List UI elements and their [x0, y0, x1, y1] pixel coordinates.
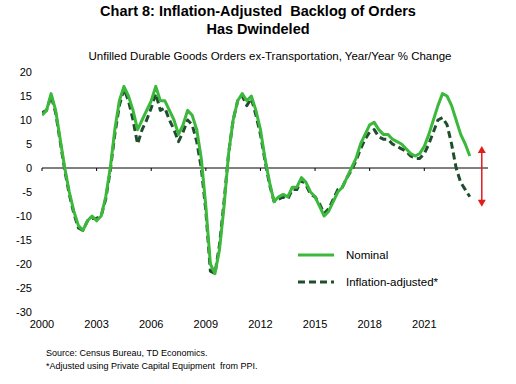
y-tick	[38, 144, 41, 145]
subtitle: Unfilled Durable Goods Orders ex-Transpo…	[89, 50, 452, 62]
y-tick-label: 10	[20, 114, 32, 126]
chart-container: Chart 8: Inflation-Adjusted Backlog of O…	[0, 0, 516, 384]
y-tick-label: -15	[16, 234, 32, 246]
y-tick	[38, 72, 41, 73]
x-tick-label: 2018	[357, 318, 381, 330]
y-tick	[38, 216, 41, 217]
legend-label: Nominal	[346, 249, 388, 261]
legend: Nominal Inflation-adjusted*	[298, 249, 439, 288]
y-tick-label: -10	[16, 210, 32, 222]
x-tick-label: 2000	[30, 318, 54, 330]
y-tick	[38, 240, 41, 241]
arrow-head	[478, 200, 486, 207]
y-tick	[38, 264, 41, 265]
series-group	[42, 86, 470, 273]
y-tick-label: -5	[22, 186, 32, 198]
y-tick-label: 0	[26, 162, 32, 174]
series-line	[42, 86, 470, 273]
source: Source: Census Bureau, TD Economics.	[46, 348, 207, 358]
arrow-shaft	[481, 151, 483, 202]
y-tick-label: 15	[20, 90, 32, 102]
x-tick-label: 2003	[84, 318, 108, 330]
y-tick-label: -20	[16, 258, 32, 270]
y-tick	[38, 168, 41, 169]
chart-svg: Chart 8: Inflation-Adjusted Backlog of O…	[0, 0, 516, 384]
y-tick	[38, 288, 41, 289]
legend-swatch	[298, 254, 334, 257]
title: Chart 8: Inflation-Adjusted Backlog of O…	[100, 3, 416, 19]
legend-label: Inflation-adjusted*	[346, 276, 439, 288]
arrow-head	[478, 146, 486, 153]
legend-swatch	[298, 281, 334, 284]
y-tick-label: 5	[26, 138, 32, 150]
y-tick	[38, 120, 41, 121]
x-tick-label: 2009	[194, 318, 218, 330]
x-tick-label: 2021	[412, 318, 436, 330]
y-tick	[38, 192, 41, 193]
x-tick-label: 2012	[248, 318, 272, 330]
gap-arrow	[478, 146, 486, 207]
y-tick-label: 20	[20, 66, 32, 78]
title: Has Dwindeled	[206, 21, 309, 37]
footnote: *Adjusted using Private Capital Equipmen…	[46, 361, 258, 371]
y-tick-label: -30	[16, 306, 32, 318]
y-tick	[38, 96, 41, 97]
y-tick-label: -25	[16, 282, 32, 294]
axes: -30 -25 -20 -15 -10 -5 0 5 10 15 20 2000 2003 2006 200…	[16, 66, 488, 330]
x-tick-label: 2006	[139, 318, 163, 330]
x-tick-label: 2015	[303, 318, 327, 330]
y-tick	[38, 312, 41, 313]
